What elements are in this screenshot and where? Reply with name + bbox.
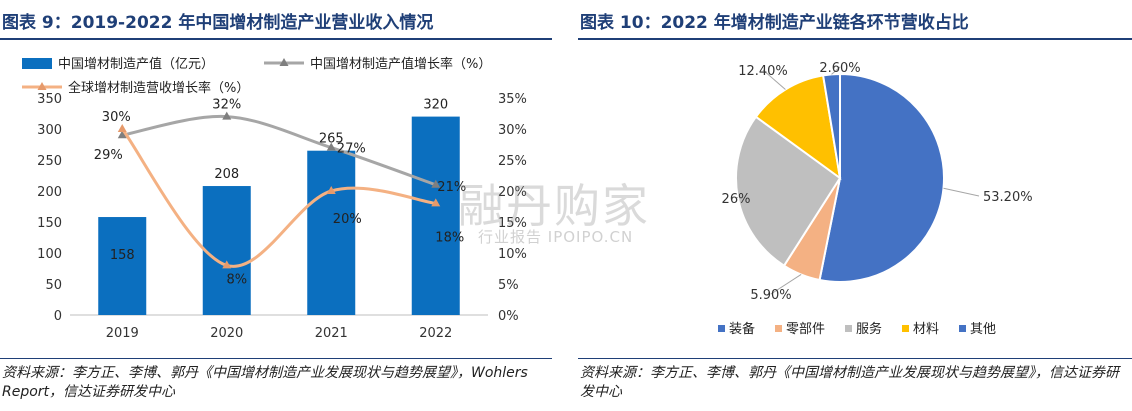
china-growth-label: 29% <box>94 148 123 163</box>
x-tick-label: 2020 <box>210 326 243 341</box>
bar-value-label: 265 <box>319 132 344 147</box>
china-growth-label: 32% <box>212 98 241 113</box>
legend-label-china-growth: 中国增材制造产值增长率（%） <box>310 56 491 72</box>
legend-marker-global-growth <box>37 82 47 90</box>
left-title-rule <box>0 38 552 40</box>
pie-leader-line <box>831 66 841 75</box>
global-growth-point <box>326 186 336 194</box>
y-left-tick-label: 0 <box>54 309 62 324</box>
pie-value-label: 2.60% <box>819 61 860 76</box>
y-left-tick-label: 350 <box>37 92 62 107</box>
x-tick-label: 2022 <box>419 326 452 341</box>
legend-label-材料: 材料 <box>913 322 939 337</box>
global-growth-label: 18% <box>435 230 464 245</box>
y-left-tick-label: 200 <box>37 185 62 200</box>
global-growth-label: 8% <box>226 272 247 287</box>
pie-slice-其他 <box>821 72 841 179</box>
pie-value-label: 26% <box>722 192 751 207</box>
bar-value-label: 208 <box>214 167 239 182</box>
y-right-tick-label: 35% <box>498 92 527 107</box>
pie-leader-line <box>943 187 980 197</box>
legend-label-装备: 装备 <box>729 321 755 337</box>
pie-chart: 53.20% 5.90% 26% 12.40% 2.60% 装备 零部件 服务 材料 其他 <box>718 61 1033 337</box>
legend-swatch-bar <box>22 58 52 69</box>
pie-leader-line <box>762 69 786 90</box>
bar-value-label: 320 <box>423 98 448 113</box>
watermark-subtext: 行业报告 IPOIPO.CN <box>478 228 634 246</box>
y-right-tick-label: 25% <box>498 154 527 169</box>
china-growth-point <box>222 111 232 120</box>
legend-label-服务: 服务 <box>856 321 882 337</box>
bar-2021 <box>307 150 356 315</box>
y-right-tick-label: 0% <box>498 309 519 324</box>
bar-2022 <box>411 116 460 315</box>
bar-value-label: 158 <box>110 248 135 263</box>
china-growth-point <box>431 179 441 188</box>
pie-leader-line <box>770 274 802 295</box>
y-right-tick-label: 10% <box>498 247 527 262</box>
legend-label-其他: 其他 <box>970 322 996 337</box>
right-source-note: 资料来源：李方正、李博、郭丹《中国增材制造产业发展现状与趋势展望》，信达证券研发… <box>580 365 1119 400</box>
legend-swatch-其他 <box>959 325 966 332</box>
watermark-text: 融丹购家 <box>458 179 650 233</box>
left-panel: 图表 9：2019-2022 年中国增材制造产业营业收入情况 0 50 100 150… <box>0 0 552 411</box>
global-growth-line <box>121 128 436 268</box>
global-growth-point <box>431 198 441 207</box>
y-left-tick-label: 100 <box>37 247 62 262</box>
legend-label-零部件: 零部件 <box>786 322 825 337</box>
pie-value-label: 53.20% <box>983 190 1033 205</box>
y-left-tick-label: 300 <box>37 123 62 138</box>
global-growth-label: 20% <box>333 212 362 227</box>
x-tick-label: 2021 <box>315 326 348 341</box>
legend-swatch-服务 <box>845 325 852 332</box>
bar-2019 <box>98 217 147 315</box>
left-source-note: 资料来源：李方正、李博、郭丹《中国增材制造产业发展现状与趋势展望》，Wohler… <box>2 365 528 400</box>
bar-line-chart: 0 50 100 150 200 250 300 350 0% 5% 10% 15% 20% 25% 30%… <box>22 56 527 341</box>
pie-leader-line <box>735 196 738 199</box>
right-title-rule <box>578 38 1132 40</box>
pie-value-label: 5.90% <box>750 288 791 303</box>
y-left-tick-label: 150 <box>37 216 62 231</box>
pie-slice-装备 <box>818 72 945 283</box>
china-growth-point <box>117 130 127 139</box>
china-growth-line <box>121 114 437 187</box>
y-right-tick-label: 20% <box>498 185 527 200</box>
global-growth-label: 30% <box>102 110 131 125</box>
pie-slice-服务 <box>735 115 842 268</box>
y-right-tick-label: 5% <box>498 278 519 293</box>
bar-2020 <box>202 186 251 315</box>
china-growth-label: 27% <box>337 142 366 157</box>
legend-label-bar: 中国增材制造产值（亿元） <box>58 56 214 72</box>
y-left-tick-label: 50 <box>45 278 62 293</box>
china-growth-point <box>326 142 336 151</box>
pie-value-label: 12.40% <box>738 64 788 79</box>
legend-label-global-growth: 全球增材制造营收增长率（%） <box>68 80 249 96</box>
y-right-tick-label: 15% <box>498 216 527 231</box>
legend-swatch-零部件 <box>775 325 782 332</box>
left-chart-title: 图表 9：2019-2022 年中国增材制造产业营业收入情况 <box>2 13 434 33</box>
right-source-rule <box>578 358 1132 359</box>
global-growth-point <box>117 124 127 132</box>
y-right-tick-label: 30% <box>498 123 527 138</box>
global-growth-point <box>222 260 232 269</box>
right-chart-title: 图表 10：2022 年增材制造产业链各环节营收占比 <box>580 13 969 33</box>
y-left-tick-label: 250 <box>37 154 62 169</box>
left-source-rule <box>0 358 552 359</box>
right-panel: 图表 10：2022 年增材制造产业链各环节营收占比 53.20% 5.90% 26… <box>578 0 1132 411</box>
legend-swatch-材料 <box>902 325 909 332</box>
china-growth-label: 21% <box>437 180 466 195</box>
legend-marker-china-growth <box>279 58 289 66</box>
legend-swatch-装备 <box>718 325 725 332</box>
x-tick-label: 2019 <box>106 326 139 341</box>
